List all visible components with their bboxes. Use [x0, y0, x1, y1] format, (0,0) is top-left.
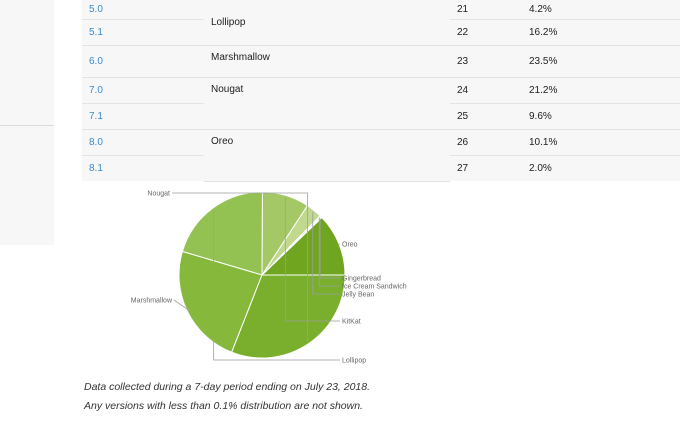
leader-line-lollipop [213, 209, 340, 361]
api-level-cell: 26 [450, 129, 522, 156]
slice-label-nougat: Nougat [147, 191, 170, 198]
leader-line-marshmallow [173, 299, 190, 311]
leader-line-kitkat [284, 197, 340, 322]
leader-line-jelly-bean [312, 211, 340, 295]
leader-line-ice-cream-sandwich [318, 217, 340, 287]
version-link[interactable]: 6.0 [82, 45, 204, 78]
threshold-note: Any versions with less than 0.1% distrib… [84, 400, 363, 412]
pie-slice-lollipop [181, 191, 263, 276]
leader-line-oreo [337, 243, 341, 246]
distribution-cell: 16.2% [522, 19, 680, 46]
sidebar-panel [0, 0, 54, 245]
codename-cell: Marshmallow [204, 45, 450, 78]
slice-label-lollipop: Lollipop [342, 358, 366, 365]
data-collection-note: Data collected during a 7-day period end… [84, 381, 371, 393]
version-link[interactable]: 8.1 [82, 155, 204, 181]
api-level-cell: 27 [450, 155, 522, 181]
distribution-cell: 10.1% [522, 129, 680, 156]
slice-label-marshmallow: Marshmallow [131, 298, 173, 305]
table-row: 6.0 Marshmallow 23 23.5% [82, 45, 680, 78]
version-link[interactable]: 7.1 [82, 103, 204, 130]
table-row: 5.1 22 16.2% [82, 19, 680, 46]
leader-line-gingerbread [319, 218, 340, 279]
distribution-cell: 21.2% [522, 77, 680, 104]
slice-label-gingerbread: Gingerbread [342, 276, 381, 283]
pie-slice-nougat [231, 274, 346, 359]
slice-label-oreo: Oreo [342, 242, 358, 249]
version-link[interactable]: 8.0 [82, 129, 204, 156]
table-row: 8.1 27 2.0% [82, 155, 680, 181]
version-link[interactable]: 7.0 [82, 77, 204, 104]
distribution-cell: 23.5% [522, 45, 680, 78]
distribution-table: 5.0 Lollipop 21 4.2% 5.1 22 16.2% 6.0 Marshmallo… [82, 0, 680, 182]
slice-label-jelly-bean: Jelly Bean [342, 292, 374, 299]
codename-cell: Oreo [204, 129, 450, 182]
table-row: 5.0 Lollipop 21 4.2% [82, 0, 680, 46]
table-body: 5.0 Lollipop 21 4.2% 5.1 22 16.2% 6.0 Marshmallo… [82, 0, 680, 182]
api-level-cell: 25 [450, 103, 522, 130]
api-level-cell: 21 [450, 0, 522, 20]
slice-label-ice-cream-sandwich: Ice Cream Sandwich [342, 284, 407, 291]
leader-line-nougat [172, 192, 309, 342]
api-level-cell: 23 [450, 45, 522, 78]
sidebar-divider [0, 125, 54, 126]
distribution-cell: 9.6% [522, 103, 680, 130]
api-level-cell: 22 [450, 19, 522, 46]
table-row: 8.0 Oreo 26 10.1% [82, 129, 680, 182]
codename-cell: Lollipop [204, 0, 450, 46]
slice-label-kitkat: KitKat [342, 319, 361, 326]
distribution-cell: 2.0% [522, 155, 680, 181]
version-link[interactable]: 5.1 [82, 19, 204, 46]
table-row: 7.1 25 9.6% [82, 103, 680, 130]
table-row: 7.0 Nougat 24 21.2% [82, 77, 680, 130]
api-level-cell: 24 [450, 77, 522, 104]
version-link[interactable]: 5.0 [82, 0, 204, 20]
distribution-cell: 4.2% [522, 0, 680, 20]
codename-cell: Nougat [204, 77, 450, 130]
